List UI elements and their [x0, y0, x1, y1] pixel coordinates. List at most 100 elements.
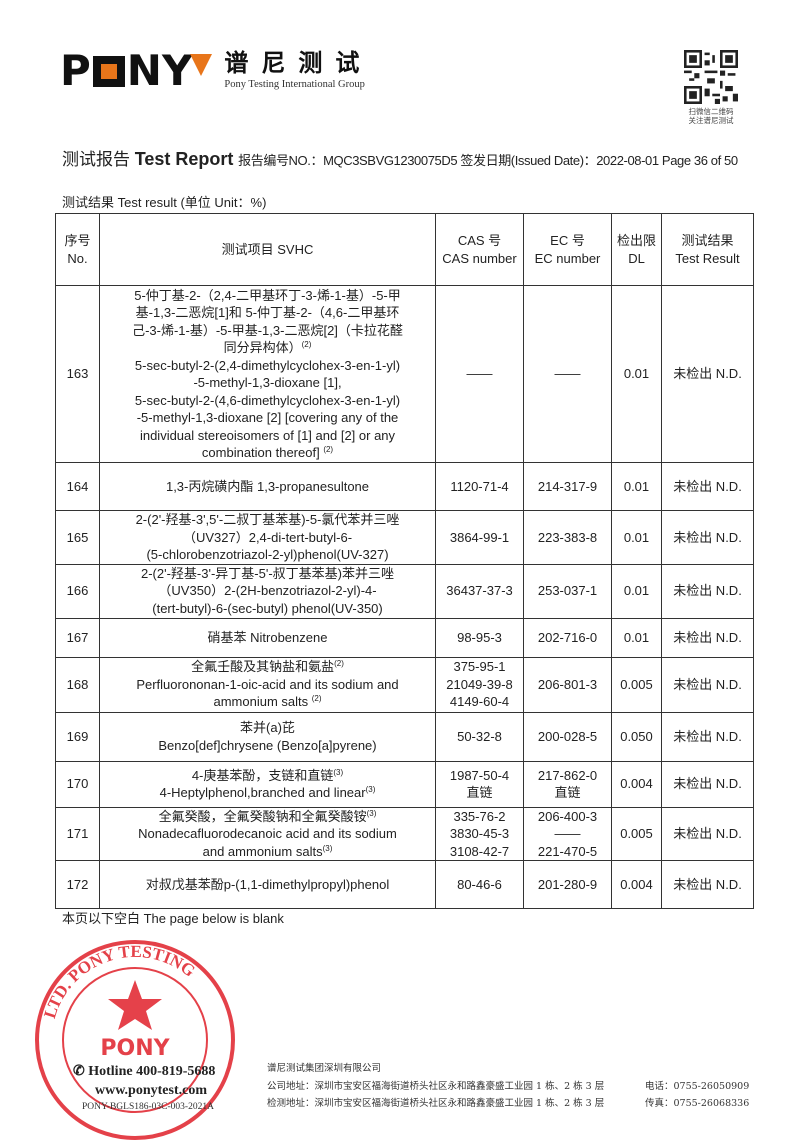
- cas-number: 50-32-8: [435, 711, 524, 762]
- name-text: Perfluorononan-1-oic-acid and its sodium…: [136, 676, 399, 692]
- website-link[interactable]: www.ponytest.com: [95, 1083, 207, 1098]
- substance-name: 2-(2'-羟基-3',5'-二叔丁基苯基)-5-氯代苯并三唑 （UV327）2,…: [99, 510, 436, 565]
- hotline-number: Hotline 400-819-5688: [88, 1064, 216, 1079]
- ec-number: 214-317-9: [523, 462, 612, 511]
- ec-number: ——: [523, 285, 612, 463]
- substance-name: 4-庚基苯酚，支链和直链(3) 4-Heptylphenol,branched a…: [99, 760, 436, 808]
- results-section: 序号 No. 测试项目 SVHC CAS 号 CAS number EC 号 EC numb…: [55, 213, 755, 927]
- footnote-ref: (2): [311, 694, 322, 704]
- row-number: 163: [55, 285, 100, 463]
- substance-name-line: 苯并(a)芘: [102, 719, 433, 737]
- cas-line: 直链: [466, 785, 493, 800]
- substance-name-line: 全氟壬酸及其钠盐和氨盐(2): [102, 658, 433, 676]
- table-row: 172 对叔戊基苯酚p-(1,1-dimethylpropyl)phenol 80-…: [55, 860, 754, 909]
- cas-number: 335-76-2 3830-45-3 3108-42-7: [435, 806, 524, 861]
- ec-number: 223-383-8: [523, 510, 612, 565]
- name-text: 全氟癸酸，全氟癸酸钠和全氟癸酸铵: [158, 808, 367, 824]
- test-result: 未检出 N.D.: [661, 462, 754, 511]
- cas-number: ——: [435, 285, 524, 463]
- ec-line: 直链: [554, 785, 581, 800]
- substance-name-line: -5-methyl-1,3-dioxane [2] [covering any …: [102, 409, 433, 427]
- name-text: 苯并(a)芘: [240, 720, 295, 735]
- cas-number: 36437-37-3: [435, 563, 524, 619]
- ec-line: 206-400-3: [537, 808, 598, 824]
- header-ec-line: EC number: [534, 250, 601, 266]
- ec-line: ——: [554, 826, 581, 841]
- name-text: 4-Heptylphenol,branched and linear: [159, 785, 366, 800]
- substance-name-line: Perfluorononan-1-oic-acid and its sodium…: [102, 676, 433, 694]
- ec-line: 206-801-3: [537, 676, 598, 692]
- substance-name-line: 5-sec-butyl-2-(2,4-dimethylcyclohex-3-en…: [102, 357, 433, 375]
- substance-name-line: 2-(2'-羟基-3'-异丁基-5'-叔丁基苯基)苯并三唑: [102, 565, 433, 583]
- company-logo: P NY 谱尼测试 Pony Testing International Grou…: [60, 48, 372, 94]
- table-header-row: 序号 No. 测试项目 SVHC CAS 号 CAS number EC 号 EC numb…: [55, 213, 754, 286]
- detection-limit: 0.005: [611, 656, 662, 713]
- cas-line: 50-32-8: [457, 728, 502, 744]
- header-ec: EC 号 EC number: [523, 213, 612, 286]
- table-row: 171 全氟癸酸，全氟癸酸钠和全氟癸酸铵(3) Nonadecafluorodeca…: [55, 806, 754, 861]
- row-number: 169: [55, 711, 100, 762]
- substance-name-line: individual stereoisomers of [1] and [2] …: [102, 427, 433, 445]
- form-number: PONY-BGLS186-03C-003-2021A: [82, 1102, 214, 1112]
- name-text: -5-methyl-1,3-dioxane [1],: [193, 375, 342, 390]
- name-text: 5-仲丁基-2-（2,4-二甲基环丁-3-烯-1-基）-5-甲: [134, 287, 401, 303]
- cas-line: 1120-71-4: [450, 478, 509, 494]
- name-text: 己-3-烯-1-基）-5-甲基-1,3-二恶烷[2]（卡拉花醛: [132, 322, 403, 338]
- row-number: 165: [55, 510, 100, 565]
- header-result-line: 测试结果: [681, 232, 734, 248]
- substance-name-line: (5-chlorobenzotriazol-2-yl)phenol(UV-327…: [102, 546, 433, 564]
- test-result: 未检出 N.D.: [661, 656, 754, 713]
- header-no-line: No.: [67, 250, 88, 266]
- header-svhc: 测试项目 SVHC: [99, 213, 436, 286]
- substance-name: 全氟癸酸，全氟癸酸钠和全氟癸酸铵(3) Nonadecafluorodecanoi…: [99, 806, 436, 861]
- name-text: (tert-butyl)-6-(sec-butyl) phenol(UV-350…: [152, 600, 383, 616]
- name-text: 1,3-丙烷磺内酯 1,3-propanesultone: [165, 478, 370, 494]
- cas-line: 36437-37-3: [446, 583, 513, 599]
- logo-triangle-icon: [190, 54, 213, 76]
- header-dl: 检出限 DL: [611, 213, 662, 286]
- logo-chinese: 谱尼测试: [224, 49, 373, 77]
- footer-fax: 传真：0755-26068336: [645, 1098, 750, 1109]
- svhc-results-table: 序号 No. 测试项目 SVHC CAS 号 CAS number EC 号 EC numb…: [55, 213, 754, 909]
- name-text: 硝基苯 Nitrobenzene: [207, 629, 328, 645]
- substance-name-line: 4-庚基苯酚，支链和直链(3): [102, 767, 433, 785]
- name-text: 基-1,3-二恶烷[1]和 5-仲丁基-2-（4,6-二甲基环: [135, 305, 400, 320]
- substance-name-line: 同分异构体）(2): [102, 339, 433, 357]
- ec-number: 206-801-3: [523, 656, 612, 713]
- substance-name-line: 4-Heptylphenol,branched and linear(3): [102, 784, 433, 802]
- name-text: 5-sec-butyl-2-(2,4-dimethylcyclohex-3-en…: [134, 357, 401, 373]
- substance-name: 硝基苯 Nitrobenzene: [99, 617, 436, 658]
- test-result: 未检出 N.D.: [661, 860, 754, 909]
- detection-limit: 0.01: [611, 563, 662, 619]
- ec-line: 214-317-9: [537, 478, 598, 494]
- footer-phone: 电话：0755-26050909: [645, 1081, 750, 1092]
- substance-name: 对叔戊基苯酚p-(1,1-dimethylpropyl)phenol: [99, 860, 436, 909]
- row-number: 164: [55, 462, 100, 511]
- ec-line: 200-028-5: [537, 728, 598, 744]
- table-row: 164 1,3-丙烷磺内酯 1,3-propanesultone 1120-71-4…: [55, 462, 754, 511]
- ec-line: 253-037-1: [537, 583, 598, 599]
- name-text: Benzo[def]chrysene (Benzo[a]pyrene): [158, 737, 377, 753]
- qr-caption-line-1: 扫微信二维码: [688, 107, 734, 116]
- detection-limit: 0.01: [611, 285, 662, 463]
- substance-name-line: 5-sec-butyl-2-(4,6-dimethylcyclohex-3-en…: [102, 392, 433, 410]
- cas-line: 335-76-2: [453, 808, 506, 824]
- name-text: combination thereof]: [201, 445, 324, 460]
- footnote-ref: (2): [334, 659, 344, 669]
- header-no-line: 序号: [64, 232, 91, 248]
- ec-number: 202-716-0: [523, 617, 612, 658]
- cas-line: 3108-42-7: [449, 843, 510, 859]
- name-text: and ammonium salts: [202, 843, 323, 859]
- svg-text:PONY: PONY: [100, 1036, 170, 1061]
- table-row: 163 5-仲丁基-2-（2,4-二甲基环丁-3-烯-1-基）-5-甲 基-1,3-…: [55, 285, 754, 463]
- section-title: 测试结果 Test result (单位 Unit：%): [62, 195, 267, 210]
- title-en: Test Report: [134, 149, 234, 169]
- row-number: 166: [55, 563, 100, 619]
- detection-limit: 0.004: [611, 760, 662, 808]
- name-text: （UV350）2-(2H-benzotriazol-2-yl)-4-: [158, 583, 377, 599]
- substance-name-line: 2-(2'-羟基-3',5'-二叔丁基苯基)-5-氯代苯并三唑: [102, 511, 433, 529]
- test-result: 未检出 N.D.: [661, 617, 754, 658]
- test-result: 未检出 N.D.: [661, 806, 754, 861]
- row-number: 168: [55, 656, 100, 713]
- cas-number: 375-95-1 21049-39-8 4149-60-4: [435, 656, 524, 713]
